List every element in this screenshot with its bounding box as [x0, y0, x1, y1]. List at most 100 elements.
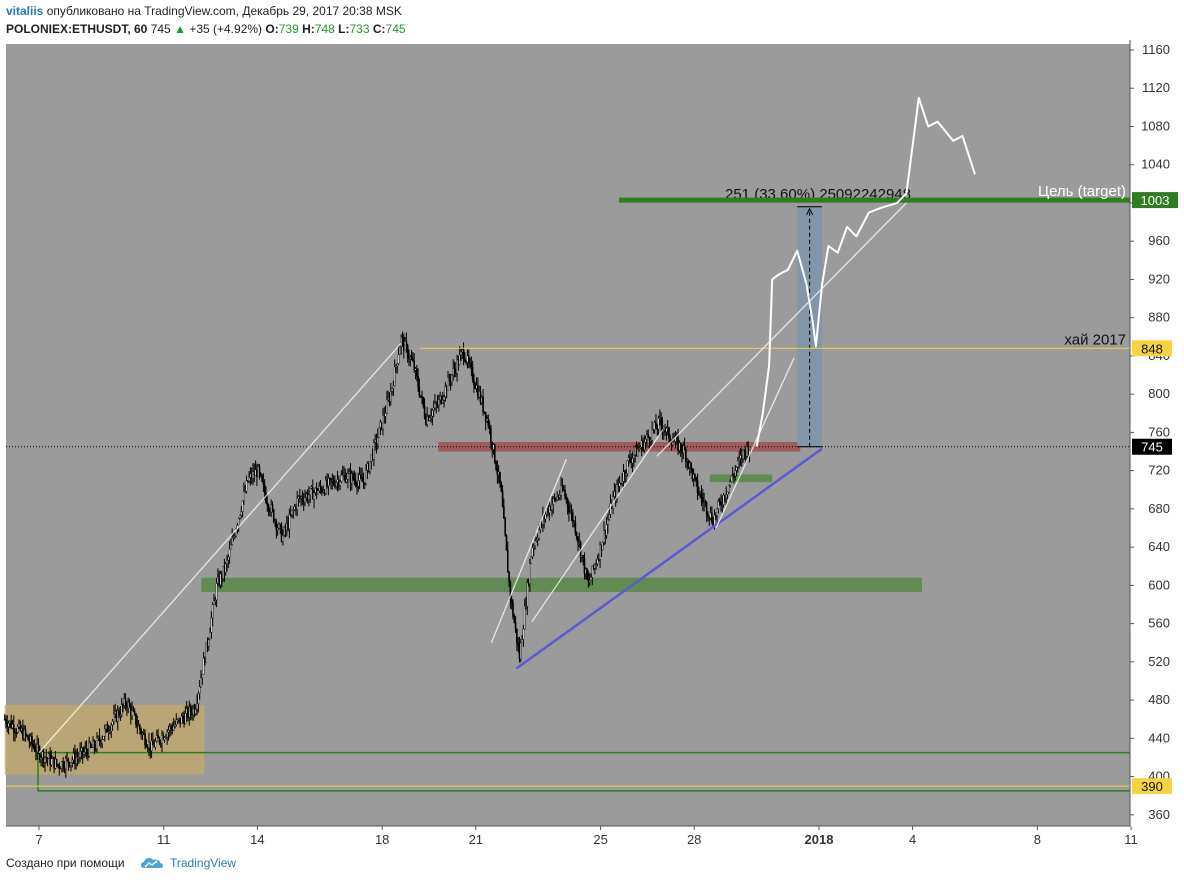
candle-body — [740, 455, 743, 460]
candle-body — [79, 751, 81, 758]
candle-body — [54, 758, 57, 769]
footer-brand[interactable]: TradingView — [170, 856, 237, 870]
candle-body — [94, 747, 97, 750]
candle-body — [518, 645, 521, 660]
candle-body — [449, 380, 452, 382]
candle-body — [28, 739, 31, 743]
candle-body — [181, 716, 184, 719]
candle-body — [625, 473, 627, 476]
candle-body — [57, 764, 59, 766]
candle-body — [413, 360, 415, 371]
candle-body — [444, 386, 447, 397]
candle-body — [690, 462, 692, 469]
candle-body — [289, 514, 292, 516]
candle-body — [276, 527, 279, 530]
candle-body — [525, 606, 527, 608]
candle-body — [237, 517, 240, 526]
candle-body — [636, 449, 639, 457]
candle-body — [386, 399, 388, 414]
candle-body — [24, 729, 27, 735]
candle-body — [584, 568, 587, 574]
candle-body — [118, 710, 120, 716]
candle-body — [646, 434, 648, 440]
candle-body — [161, 734, 163, 744]
candle-body — [362, 481, 365, 483]
candle-body — [198, 686, 201, 694]
candle-body — [700, 493, 703, 499]
candle-body — [508, 572, 510, 583]
candle-body — [252, 471, 254, 479]
candle-body — [561, 485, 564, 490]
price-tick-label: 920 — [1148, 271, 1170, 286]
candle-body — [747, 445, 750, 456]
candle-body — [460, 351, 462, 356]
candle-body — [635, 446, 638, 457]
candle-body — [453, 368, 456, 370]
candle-body — [61, 761, 63, 769]
candle-body — [417, 375, 419, 388]
candle-body — [271, 504, 274, 511]
candle-body — [257, 466, 259, 477]
candle-body — [358, 474, 361, 481]
candle-body — [102, 736, 105, 740]
candle-body — [653, 422, 656, 431]
candle-body — [213, 600, 215, 606]
candle-body — [527, 582, 530, 584]
candle-body — [370, 454, 373, 462]
candle-body — [224, 563, 227, 573]
candle-body — [155, 735, 158, 742]
candle-body — [113, 713, 115, 722]
candle-body — [63, 767, 66, 770]
candle-body — [574, 521, 577, 533]
candle-body — [477, 385, 479, 398]
candle-body — [497, 471, 500, 475]
candle-body — [285, 522, 288, 530]
candle-body — [725, 494, 727, 499]
candle-body — [115, 711, 118, 722]
candle-body — [620, 482, 622, 485]
candle-body — [23, 729, 25, 739]
candle-body — [540, 522, 543, 525]
candle-body — [46, 757, 49, 760]
candle-body — [536, 538, 539, 541]
candle-body — [661, 425, 664, 432]
candle-body — [673, 441, 675, 443]
candle-body — [649, 440, 652, 442]
author-name[interactable]: vitaliis — [6, 4, 44, 18]
candle-body — [699, 493, 701, 495]
candle-body — [685, 449, 687, 462]
candle-body — [618, 482, 621, 487]
price-tick-label: 600 — [1148, 577, 1170, 592]
candle-body — [562, 489, 565, 491]
candle-body — [33, 746, 36, 751]
candle-body — [263, 484, 266, 494]
candle-body — [651, 429, 653, 441]
candle-body — [363, 482, 366, 484]
price-tick-label: 560 — [1148, 616, 1170, 631]
candle-body — [738, 458, 740, 461]
candle-body — [469, 362, 471, 364]
candle-body — [122, 704, 124, 706]
candle-body — [114, 711, 116, 715]
candle-body — [166, 731, 168, 738]
tradingview-cloud-icon[interactable] — [140, 856, 164, 870]
candle-body — [655, 422, 657, 429]
candle-body — [630, 460, 633, 464]
candle-body — [733, 475, 735, 478]
candle-body — [480, 397, 483, 403]
candle-body — [295, 506, 297, 510]
candle-body — [387, 397, 389, 401]
candle-body — [378, 427, 380, 438]
time-tick-label: 28 — [687, 832, 701, 847]
time-tick-label: 8 — [1034, 832, 1041, 847]
candle-body — [196, 703, 198, 710]
candle-body — [150, 740, 153, 751]
candle-body — [20, 728, 23, 731]
candle-body — [246, 480, 249, 482]
price-tick-label: 800 — [1148, 386, 1170, 401]
candle-body — [730, 475, 733, 482]
candle-body — [704, 501, 707, 504]
price-label-text: 848 — [1141, 341, 1163, 356]
high-label: H: — [302, 22, 315, 36]
